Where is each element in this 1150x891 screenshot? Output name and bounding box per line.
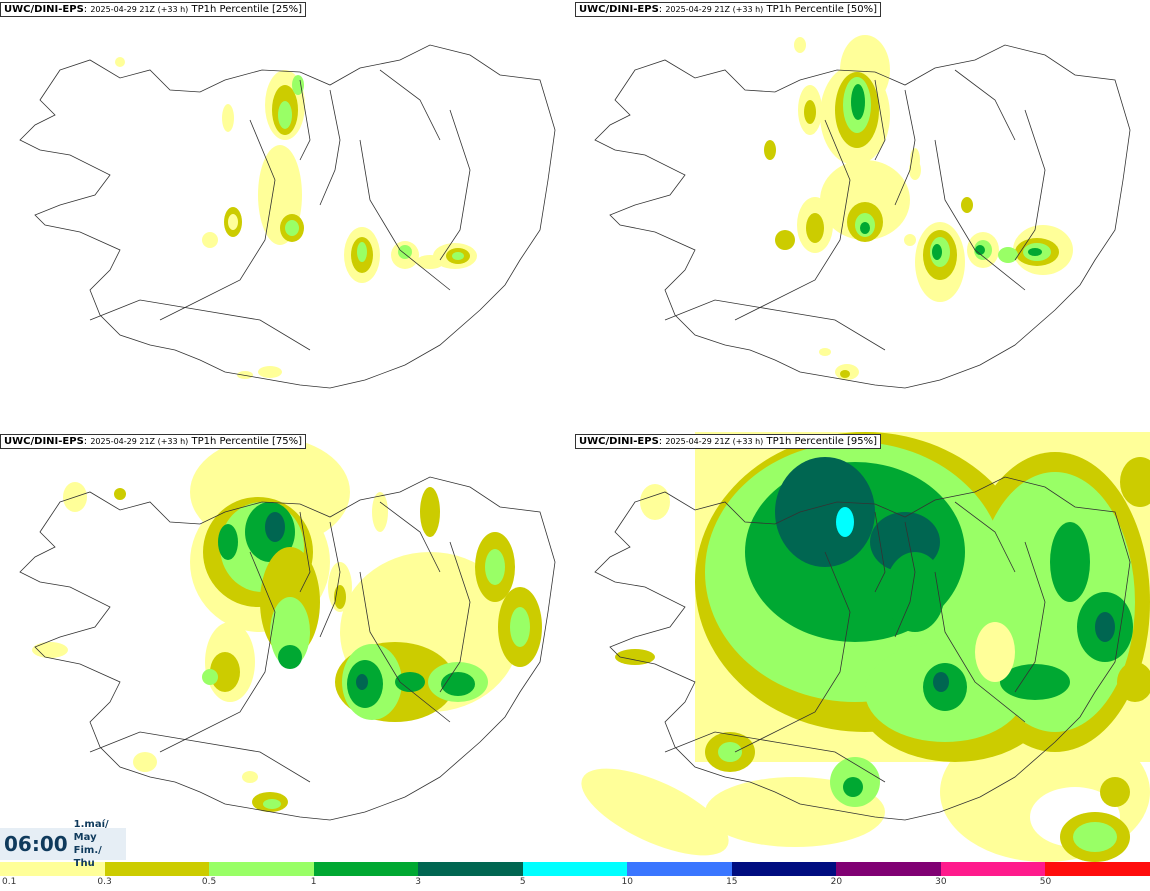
valid-date: 1.maí/ May <box>73 819 109 843</box>
legend-tick-label: 0.1 <box>2 877 17 887</box>
parameter-label: TP1h Percentile [95%] <box>766 436 878 447</box>
model-name: UWC/DINI-EPS <box>579 436 659 447</box>
legend-tick-label: 1 <box>310 877 317 887</box>
legend-swatch <box>313 862 419 876</box>
legend-tick-label: 3 <box>415 877 422 887</box>
precip-fields <box>32 437 542 812</box>
legend-colorbar <box>0 862 1150 876</box>
run-time: 2025-04-29 21Z (+33 h) <box>90 5 189 14</box>
panel-title: UWC/DINI-EPS: 2025-04-29 21Z (+33 h) TP1… <box>575 2 882 17</box>
panel-title: UWC/DINI-EPS: 2025-04-29 21Z (+33 h) TP1… <box>0 434 307 449</box>
map-panel-p75: UWC/DINI-EPS: 2025-04-29 21Z (+33 h) TP1… <box>0 432 575 862</box>
legend-swatch <box>731 862 837 876</box>
precip-map-p25 <box>19 44 556 389</box>
iceland-coastline <box>19 476 556 821</box>
model-name: UWC/DINI-EPS <box>4 4 84 15</box>
legend-swatch <box>627 862 732 876</box>
panel-title: UWC/DINI-EPS: 2025-04-29 21Z (+33 h) TP1… <box>575 434 882 449</box>
legend-swatch <box>104 862 210 876</box>
legend-swatch <box>522 862 628 876</box>
valid-time-clock: 06:00 <box>4 832 68 856</box>
map-panel-p25: UWC/DINI-EPS: 2025-04-29 21Z (+33 h) TP1… <box>0 0 575 430</box>
valid-day: Fim./ Thu <box>73 845 102 869</box>
parameter-label: TP1h Percentile [50%] <box>766 4 878 15</box>
legend-tick-label: 5 <box>519 877 526 887</box>
run-time: 2025-04-29 21Z (+33 h) <box>665 437 764 446</box>
iceland-coastline <box>594 476 1131 821</box>
precip-fields <box>115 57 477 379</box>
legend-swatch <box>418 862 523 876</box>
panel-title: UWC/DINI-EPS: 2025-04-29 21Z (+33 h) TP1… <box>0 2 307 17</box>
legend-swatch <box>1045 862 1150 876</box>
legend-tick-label: 0.5 <box>201 877 217 887</box>
legend-swatch <box>836 862 941 876</box>
legend-tick-label: 30 <box>935 877 947 887</box>
precip-map-p75 <box>19 437 556 821</box>
iceland-coastline <box>594 44 1131 389</box>
valid-time-dates: 1.maí/ May Fim./ Thu <box>74 818 126 870</box>
precip-fields <box>764 35 1073 380</box>
model-name: UWC/DINI-EPS <box>579 4 659 15</box>
legend-tick-label: 10 <box>621 877 633 887</box>
valid-time-box: 06:00 1.maí/ May Fim./ Thu <box>0 819 126 869</box>
model-name: UWC/DINI-EPS <box>4 436 84 447</box>
map-panel-p95: UWC/DINI-EPS: 2025-04-29 21Z (+33 h) TP1… <box>575 432 1150 862</box>
run-time: 2025-04-29 21Z (+33 h) <box>665 5 764 14</box>
map-panel-p50: UWC/DINI-EPS: 2025-04-29 21Z (+33 h) TP1… <box>575 0 1150 430</box>
legend-ticks: 0.1 0.3 0.5 1 3 5 10 15 20 30 50 <box>0 877 1150 891</box>
precip-fields <box>581 432 1150 862</box>
legend-tick-label: 20 <box>830 877 843 887</box>
iceland-coastline <box>19 44 556 389</box>
legend-swatch <box>940 862 1046 876</box>
parameter-label: TP1h Percentile [25%] <box>191 4 303 15</box>
legend-tick-label: 0.3 <box>97 877 112 887</box>
parameter-label: TP1h Percentile [75%] <box>191 436 303 447</box>
precip-map-p95 <box>581 432 1150 862</box>
legend-tick-label: 50 <box>1039 877 1052 887</box>
legend-tick-label: 15 <box>726 877 738 887</box>
legend-swatch <box>0 862 105 876</box>
legend-swatch <box>209 862 314 876</box>
precip-map-p50 <box>594 35 1131 389</box>
run-time: 2025-04-29 21Z (+33 h) <box>90 437 189 446</box>
